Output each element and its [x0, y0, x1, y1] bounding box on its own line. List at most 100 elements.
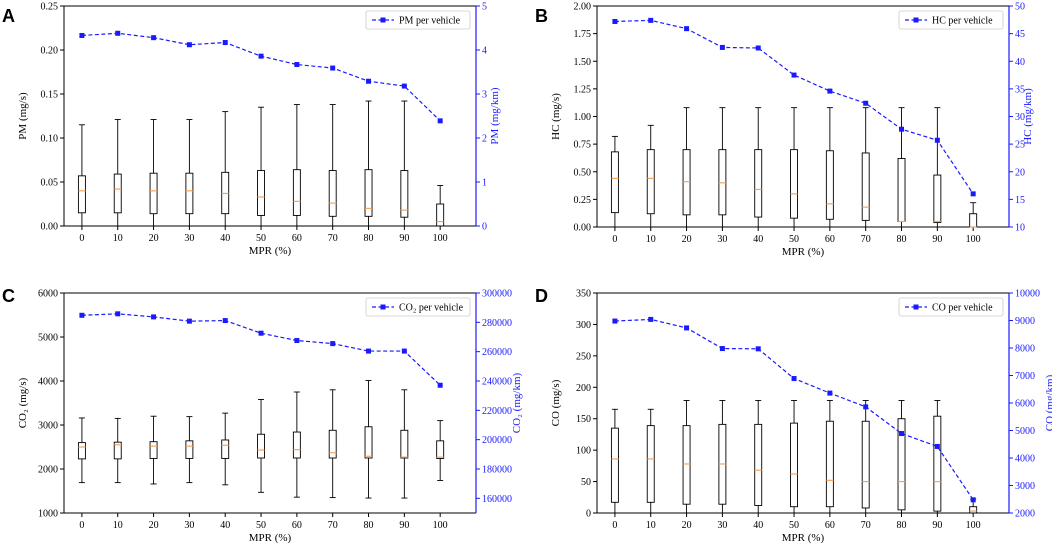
- box-70: [328, 104, 337, 227]
- series-point: [222, 318, 228, 324]
- y2-tick-label: 10000: [1015, 289, 1040, 300]
- box-80: [364, 380, 373, 499]
- series-point: [863, 404, 869, 410]
- box-60: [825, 400, 834, 514]
- y2-tick-label: 15: [1015, 195, 1025, 206]
- box-10: [646, 408, 655, 514]
- legend: HC per vehicle: [898, 10, 1004, 30]
- box-body: [113, 173, 122, 214]
- box-body: [77, 442, 86, 460]
- x-tick-label: 0: [612, 234, 617, 245]
- y-tick-label: 1.75: [574, 29, 592, 40]
- series-point: [899, 431, 905, 437]
- legend-frame: [898, 10, 1004, 30]
- box-10: [113, 417, 122, 484]
- y-tick-label: 4000: [38, 377, 58, 388]
- y-tick-label: 1.00: [574, 112, 592, 123]
- box-30: [185, 119, 194, 227]
- series-line: [614, 19, 974, 195]
- y2-tick-label: 9000: [1015, 316, 1035, 327]
- x-tick-label: 30: [184, 233, 194, 244]
- series-point: [970, 191, 976, 197]
- legend-label: HC per vehicle: [932, 16, 993, 27]
- box-body: [113, 441, 122, 460]
- box-body: [933, 174, 942, 224]
- x-tick-label: 0: [612, 520, 617, 531]
- x-tick-label: 60: [825, 234, 835, 245]
- y2-tick-label: 10: [1015, 223, 1025, 234]
- x-tick-label: 70: [328, 520, 338, 531]
- y-tick-label: 6000: [38, 289, 58, 300]
- series-point: [827, 390, 833, 396]
- box-90: [933, 107, 942, 228]
- box-80: [897, 107, 906, 228]
- y2-tick-label: 300000: [482, 289, 512, 300]
- legend-frame: [365, 10, 471, 30]
- x-tick-label: 40: [220, 233, 230, 244]
- box-body: [897, 418, 906, 511]
- x-tick-label: 100: [433, 233, 448, 244]
- box-body: [825, 150, 834, 220]
- box-body: [825, 420, 834, 508]
- box-body: [364, 426, 373, 459]
- series-point: [151, 314, 157, 320]
- box-body: [436, 440, 445, 459]
- box-body: [754, 149, 763, 218]
- box-20: [149, 415, 158, 485]
- series-point: [612, 318, 618, 324]
- box-body: [257, 433, 265, 459]
- x-tick-label: 0: [79, 520, 84, 531]
- box-body: [436, 203, 445, 227]
- box-body: [257, 170, 265, 216]
- x-tick-label: 40: [753, 520, 763, 531]
- box-body: [292, 169, 301, 216]
- chart-panel-d: D050100150200250300350200030004000500060…: [535, 286, 1052, 544]
- x-tick-label: 90: [932, 234, 942, 245]
- y-tick-label: 2.00: [574, 2, 592, 13]
- series-point: [366, 78, 372, 84]
- box-10: [646, 124, 655, 228]
- y-tick-label: 3000: [38, 421, 58, 432]
- series-point: [791, 72, 797, 78]
- series-point: [791, 376, 797, 382]
- box-30: [185, 416, 194, 484]
- box-60: [825, 107, 834, 228]
- y2-tick-label: 6000: [1015, 399, 1035, 410]
- y2-tick-label: 220000: [482, 406, 512, 417]
- box-70: [861, 400, 870, 514]
- y2-tick-label: 4000: [1015, 454, 1035, 465]
- y-tick-label: 0.20: [41, 46, 59, 57]
- x-tick-label: 0: [79, 233, 84, 244]
- y-tick-label: 1.25: [574, 84, 592, 95]
- x-tick-label: 70: [861, 234, 871, 245]
- x-axis-label: MPR (%): [782, 246, 825, 258]
- x-tick-label: 60: [292, 520, 302, 531]
- x-tick-label: 100: [433, 520, 448, 531]
- x-tick-label: 20: [149, 520, 159, 531]
- series-point: [934, 443, 940, 449]
- y-tick-label: 50: [581, 477, 591, 488]
- box-body: [861, 420, 870, 509]
- x-tick-label: 60: [292, 233, 302, 244]
- x-tick-label: 90: [399, 233, 409, 244]
- y2-tick-label: 45: [1015, 29, 1025, 40]
- y2-tick-label: 40: [1015, 57, 1025, 68]
- legend-label: CO₂ per vehicle: [399, 303, 464, 314]
- legend-label: CO per vehicle: [932, 303, 993, 314]
- y2-tick-label: 5000: [1015, 426, 1035, 437]
- y2-tick-label: 35: [1015, 84, 1025, 95]
- chart-panel-b: B 0.00 0.25 0.50 0.75 1.00 1.25 1.50 1.75 2.00 10 1…: [535, 2, 1034, 259]
- x-tick-label: 80: [897, 520, 907, 531]
- y-tick-label: 200: [576, 383, 591, 394]
- box-80: [364, 100, 373, 227]
- box-0: [77, 417, 86, 484]
- box-body: [77, 175, 86, 214]
- legend-frame: [365, 297, 471, 317]
- y2-tick-label: 20: [1015, 167, 1025, 178]
- panel-letter: B: [535, 6, 548, 26]
- box-70: [328, 389, 337, 499]
- box-body: [400, 170, 409, 218]
- series-point: [401, 348, 407, 354]
- y2-tick-label: 160000: [482, 494, 512, 505]
